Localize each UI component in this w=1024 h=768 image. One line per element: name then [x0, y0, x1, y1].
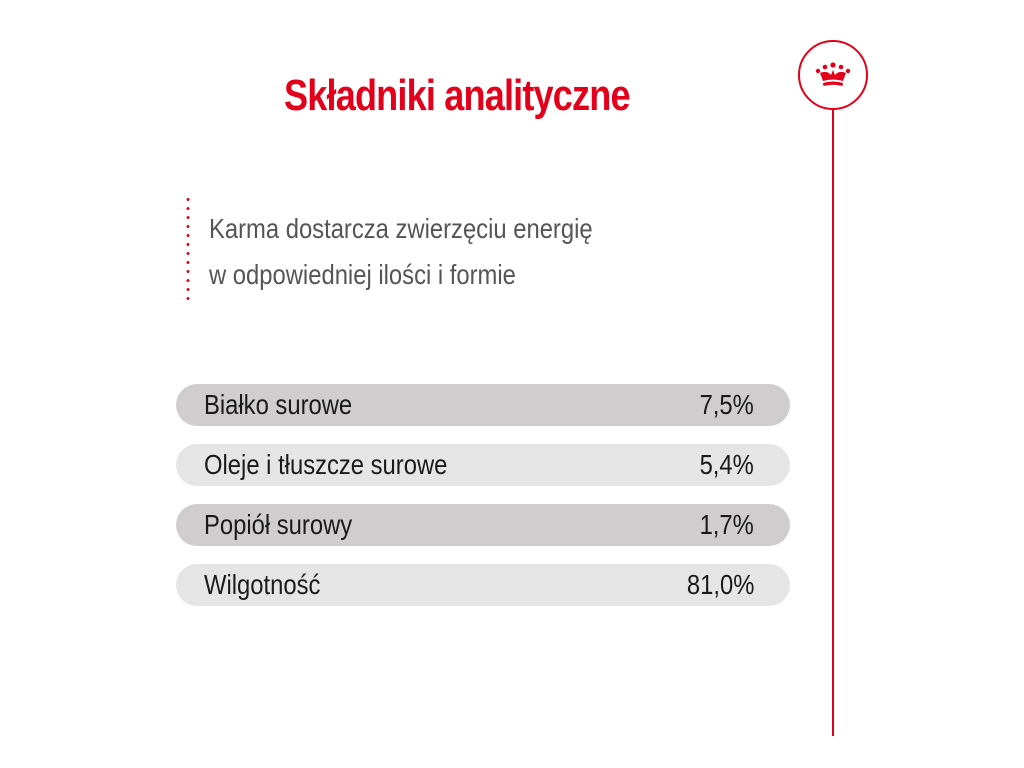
dotted-accent-line — [186, 195, 190, 303]
subtitle-line-1: Karma dostarcza zwierzęciu energię — [209, 213, 593, 244]
row-value: 81,0% — [686, 569, 754, 600]
crown-icon — [815, 62, 851, 86]
row-label: Popiół surowy — [204, 509, 353, 540]
table-row: Oleje i tłuszcze surowe 5,4% — [176, 444, 790, 486]
subtitle-line-2: w odpowiedniej ilości i formie — [209, 259, 516, 290]
table-row: Białko surowe 7,5% — [176, 384, 790, 426]
analytical-constituents-table: Białko surowe 7,5% Oleje i tłuszcze suro… — [176, 384, 790, 624]
row-label: Wilgotność — [204, 569, 321, 600]
row-value: 5,4% — [699, 449, 754, 480]
subtitle: Karma dostarcza zwierzęciu energię w odp… — [209, 206, 593, 298]
table-row: Popiół surowy 1,7% — [176, 504, 790, 546]
row-value: 1,7% — [699, 509, 754, 540]
logo-badge — [798, 40, 868, 110]
row-label: Oleje i tłuszcze surowe — [204, 449, 448, 480]
row-value: 7,5% — [699, 389, 754, 420]
page-title: Składniki analityczne — [284, 71, 631, 120]
vertical-accent-line — [832, 110, 834, 736]
table-row: Wilgotność 81,0% — [176, 564, 790, 606]
row-label: Białko surowe — [204, 389, 353, 420]
